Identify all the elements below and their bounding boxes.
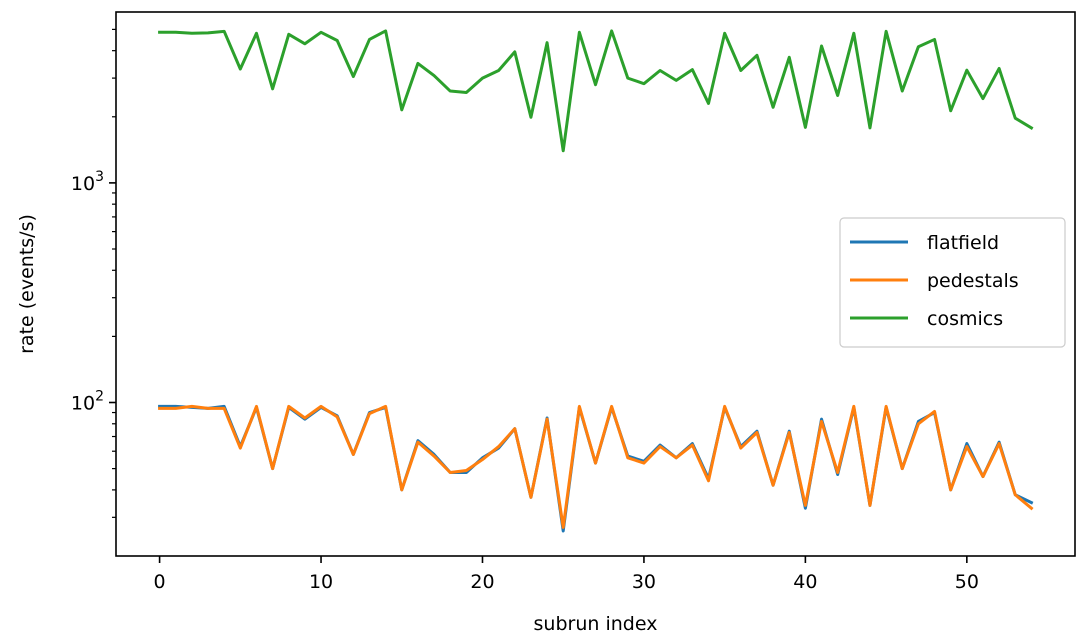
y-tick-label: 102 <box>71 388 104 414</box>
legend-label-cosmics: cosmics <box>927 308 1003 330</box>
legend-label-pedestals: pedestals <box>927 270 1019 292</box>
y-tick-label: 103 <box>71 169 104 195</box>
series-line-flatfield <box>158 404 1034 533</box>
series-layer <box>158 29 1034 533</box>
x-tick-label: 30 <box>632 571 656 593</box>
legend-label-flatfield: flatfield <box>927 232 999 254</box>
plot-frame <box>115 11 1076 557</box>
legend: flatfield pedestals cosmics <box>839 217 1066 348</box>
x-tick-label: 0 <box>154 571 166 593</box>
series-line-cosmics <box>158 29 1034 153</box>
series-line-pedestals <box>158 404 1034 529</box>
y-axis-label: rate (events/s) <box>16 214 38 354</box>
legend-box <box>839 217 1066 348</box>
x-tick-label: 40 <box>793 571 817 593</box>
x-tick-label: 10 <box>309 571 333 593</box>
x-tick-label: 20 <box>470 571 494 593</box>
x-axis-label: subrun index <box>534 613 658 635</box>
ticks-layer: 0 10 20 30 40 50 102 103 <box>71 28 979 593</box>
x-tick-label: 50 <box>955 571 979 593</box>
